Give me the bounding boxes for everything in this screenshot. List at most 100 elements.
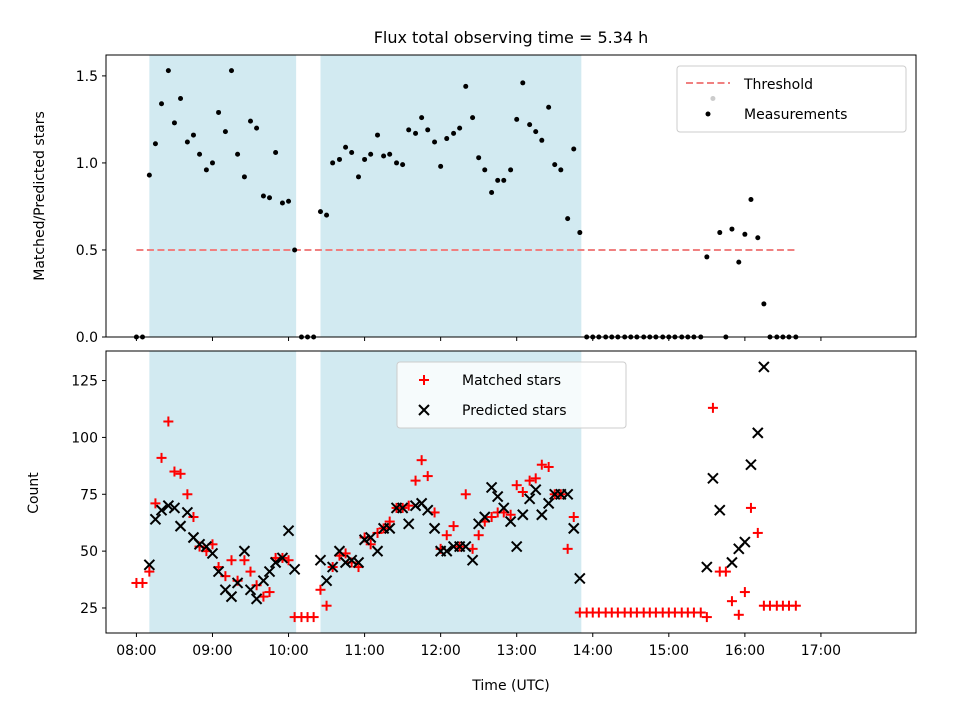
predicted-star-point	[510, 540, 523, 553]
matched-star-point	[315, 584, 326, 595]
predicted-star-point	[402, 518, 415, 530]
measurement-point	[171, 120, 177, 126]
measurement-point	[755, 235, 761, 241]
measurement-point	[349, 149, 355, 155]
matched-star-point	[264, 587, 275, 598]
measurement-point	[717, 230, 723, 236]
predicted-star-point	[320, 574, 333, 587]
predicted-star-point	[491, 490, 504, 503]
matched-star-point	[188, 512, 199, 523]
measurement-point	[704, 254, 710, 260]
measurement-point	[527, 122, 533, 128]
measurement-point	[571, 146, 577, 152]
matched-star-point	[505, 509, 516, 520]
measurement-point	[381, 153, 387, 159]
bottom-legend-box	[396, 361, 627, 429]
predicted-star-point	[745, 459, 757, 471]
predicted-star-point	[244, 584, 257, 596]
measurement-point	[159, 101, 165, 107]
shaded-interval-2	[320, 55, 582, 337]
matched-star-point	[790, 600, 801, 611]
predicted-star-point	[574, 572, 586, 585]
bottom-y-ticks: 25 50 75 100 125	[71, 374, 106, 617]
measurement-point	[406, 127, 412, 133]
y-tick-label: 25	[80, 601, 98, 617]
predicted-star-point	[181, 506, 194, 519]
y-tick-label: 1.5	[76, 69, 98, 85]
measurement-point	[330, 160, 336, 166]
measurement-point	[508, 167, 514, 173]
predicted-star-point	[238, 545, 251, 557]
top-legend-box	[676, 65, 907, 133]
predicted-star-point	[396, 502, 409, 514]
matched-star-point	[239, 555, 250, 566]
matched-star-point	[226, 555, 237, 566]
measurement-point	[413, 130, 419, 136]
chart-title: Flux total observing time = 5.34 h	[374, 28, 649, 47]
y-tick-label: 50	[80, 544, 98, 560]
measurement-point	[463, 83, 469, 89]
measurement-point	[336, 156, 342, 162]
measurement-point	[761, 301, 767, 307]
predicted-star-point	[498, 502, 510, 514]
measurement-point	[476, 155, 482, 161]
matched-star-point	[752, 527, 763, 538]
predicted-star-point	[352, 556, 365, 569]
y-tick-label: 125	[71, 374, 98, 390]
predicted-star-point	[561, 488, 574, 500]
matched-star-point	[137, 577, 148, 588]
x-tick-label: 11:00	[344, 643, 384, 659]
predicted-star-point	[568, 522, 580, 535]
y-tick-label: 100	[71, 430, 98, 446]
predicted-star-point	[383, 522, 396, 535]
measurement-point	[146, 172, 152, 178]
predicted-star-point	[257, 574, 270, 587]
legend-matched-marker	[419, 375, 429, 385]
measurement-point	[165, 68, 171, 74]
shaded-interval-1	[149, 351, 297, 633]
measurement-point	[514, 116, 520, 122]
x-tick-label: 10:00	[268, 643, 308, 659]
measurement-point	[197, 151, 203, 157]
measurement-point	[324, 212, 330, 218]
bottom-x-ticks: 08:00 09:00 10:00 11:00 12:00 13:00 14:00 15:00…	[116, 633, 841, 659]
measurement-point	[387, 151, 393, 157]
predicted-star-point	[441, 545, 453, 557]
x-axis-label: Time (UTC)	[471, 678, 549, 694]
measurement-point	[438, 163, 444, 169]
matched-star-point	[562, 543, 573, 554]
matched-star-point	[308, 612, 319, 623]
measurement-point	[228, 68, 234, 74]
matched-star-point	[365, 539, 376, 550]
matched-star-point	[175, 468, 186, 479]
matched-star-point	[321, 600, 332, 611]
matched-star-point	[473, 530, 484, 541]
predicted-star-point	[193, 538, 206, 551]
legend-measurements-label: Measurements	[744, 107, 847, 123]
measurement-point	[444, 136, 450, 142]
predicted-star-point	[314, 554, 327, 566]
matched-star-point	[701, 612, 712, 623]
x-tick-label: 17:00	[801, 643, 841, 659]
bottom-y-axis-label: Count	[26, 472, 42, 514]
predicted-star-point	[206, 547, 219, 560]
matched-star-point	[182, 489, 193, 500]
matched-star-point	[524, 475, 535, 486]
matched-star-point	[739, 587, 750, 598]
legend-predicted-label: Predicted stars	[462, 403, 567, 419]
y-tick-label: 0.5	[76, 243, 98, 259]
x-tick-label: 12:00	[420, 643, 460, 659]
measurement-point	[501, 177, 507, 183]
predicted-star-point	[339, 556, 352, 569]
measurement-point	[317, 209, 323, 215]
predicted-star-point	[276, 552, 289, 564]
matched-star-point	[517, 487, 528, 497]
x-tick-label: 09:00	[192, 643, 232, 659]
x-tick-label: 16:00	[725, 643, 765, 659]
legend-matched-label: Matched stars	[462, 373, 561, 389]
predicted-star-point	[364, 531, 377, 544]
predicted-star-point	[542, 497, 555, 510]
y-tick-label: 1.0	[76, 156, 98, 172]
measurement-point	[451, 130, 457, 136]
measurement-point	[520, 80, 526, 86]
